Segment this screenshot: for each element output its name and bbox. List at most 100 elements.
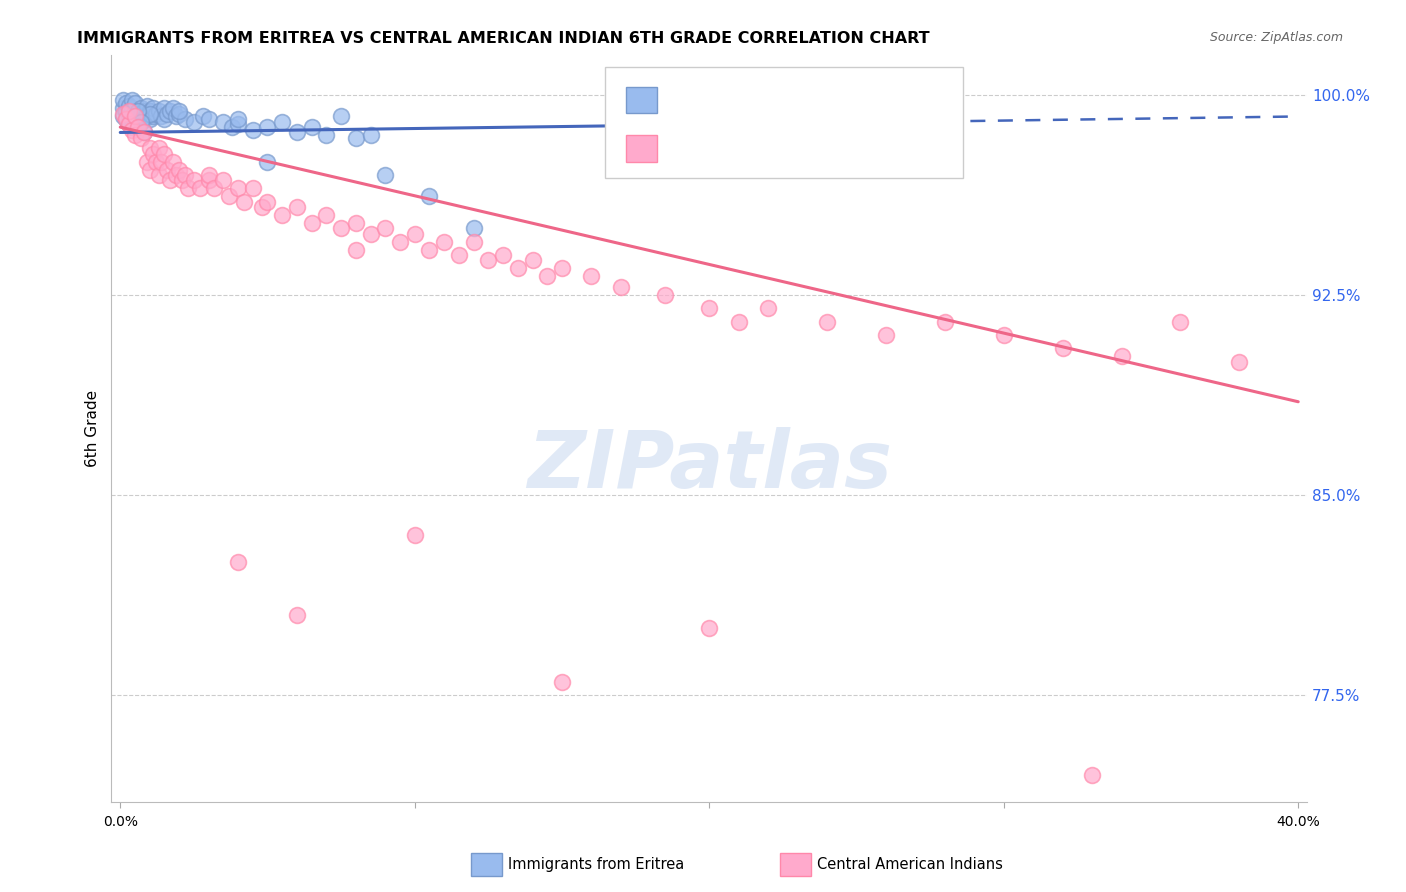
Point	[197, 112, 219, 127]
Point	[174, 168, 197, 182]
Point	[404, 227, 426, 241]
Text: Source: ZipAtlas.com: Source: ZipAtlas.com	[1209, 31, 1343, 45]
Point	[934, 315, 956, 329]
Point	[162, 102, 184, 116]
Point	[183, 173, 205, 187]
Point	[167, 107, 190, 121]
Point	[127, 107, 149, 121]
Point	[118, 99, 141, 113]
Text: -0.354: -0.354	[707, 141, 762, 156]
Point	[1227, 355, 1250, 369]
Point	[162, 154, 184, 169]
Point	[124, 110, 146, 124]
Point	[197, 173, 219, 187]
Point	[148, 141, 170, 155]
Point	[115, 104, 138, 119]
Point	[165, 110, 187, 124]
Point	[112, 102, 135, 116]
Point	[654, 288, 676, 302]
Point	[536, 269, 558, 284]
Point	[129, 115, 152, 129]
Point	[581, 269, 603, 284]
Text: 40.0%: 40.0%	[1277, 815, 1320, 829]
Point	[418, 243, 440, 257]
Point	[250, 200, 273, 214]
Point	[301, 216, 323, 230]
Point	[1052, 342, 1074, 356]
Point	[127, 115, 149, 129]
Text: R =: R =	[668, 141, 702, 156]
Point	[115, 112, 138, 127]
Point	[138, 104, 160, 119]
Point	[204, 181, 226, 195]
Point	[492, 248, 515, 262]
Point	[129, 110, 152, 124]
Text: 0.016: 0.016	[707, 93, 761, 108]
Point	[132, 125, 155, 139]
Point	[330, 110, 353, 124]
Point	[271, 208, 294, 222]
Point	[1111, 350, 1133, 364]
Point	[153, 146, 176, 161]
Point	[150, 110, 173, 124]
Point	[129, 130, 152, 145]
Point	[506, 261, 529, 276]
Point	[344, 130, 367, 145]
Point	[232, 194, 254, 209]
Point	[191, 110, 214, 124]
Point	[156, 162, 179, 177]
Point	[756, 301, 779, 316]
Point	[374, 168, 396, 182]
Point	[360, 227, 382, 241]
Point	[344, 216, 367, 230]
Point	[142, 146, 165, 161]
Point	[221, 120, 243, 135]
Point	[174, 112, 197, 127]
Point	[115, 96, 138, 111]
Point	[135, 107, 157, 121]
Point	[463, 221, 485, 235]
Point	[815, 315, 838, 329]
Point	[271, 115, 294, 129]
Point	[360, 128, 382, 142]
Point	[150, 154, 173, 169]
Point	[875, 328, 897, 343]
Point	[727, 315, 749, 329]
Point	[374, 221, 396, 235]
Text: Immigrants from Eritrea: Immigrants from Eritrea	[508, 857, 683, 871]
Point	[188, 181, 211, 195]
Point	[156, 107, 179, 121]
Point	[112, 107, 135, 121]
Point	[183, 115, 205, 129]
Point	[121, 102, 143, 116]
Point	[118, 115, 141, 129]
Point	[142, 110, 165, 124]
Point	[135, 154, 157, 169]
Point	[610, 280, 633, 294]
Point	[115, 112, 138, 127]
Point	[389, 235, 412, 249]
Point	[522, 253, 544, 268]
Point	[433, 235, 456, 249]
Point	[404, 528, 426, 542]
Point	[697, 621, 720, 635]
Point	[226, 555, 249, 569]
Point	[132, 104, 155, 119]
Point	[124, 104, 146, 119]
Point	[167, 162, 190, 177]
Point	[118, 118, 141, 132]
Point	[138, 112, 160, 127]
Point	[118, 104, 141, 119]
Point	[167, 104, 190, 119]
Point	[124, 112, 146, 127]
Point	[138, 162, 160, 177]
Point	[127, 104, 149, 119]
Point	[993, 328, 1015, 343]
Point	[127, 120, 149, 135]
Point	[212, 115, 235, 129]
Point	[153, 102, 176, 116]
Point	[177, 181, 200, 195]
Y-axis label: 6th Grade: 6th Grade	[86, 390, 100, 467]
Point	[344, 243, 367, 257]
Point	[285, 200, 308, 214]
